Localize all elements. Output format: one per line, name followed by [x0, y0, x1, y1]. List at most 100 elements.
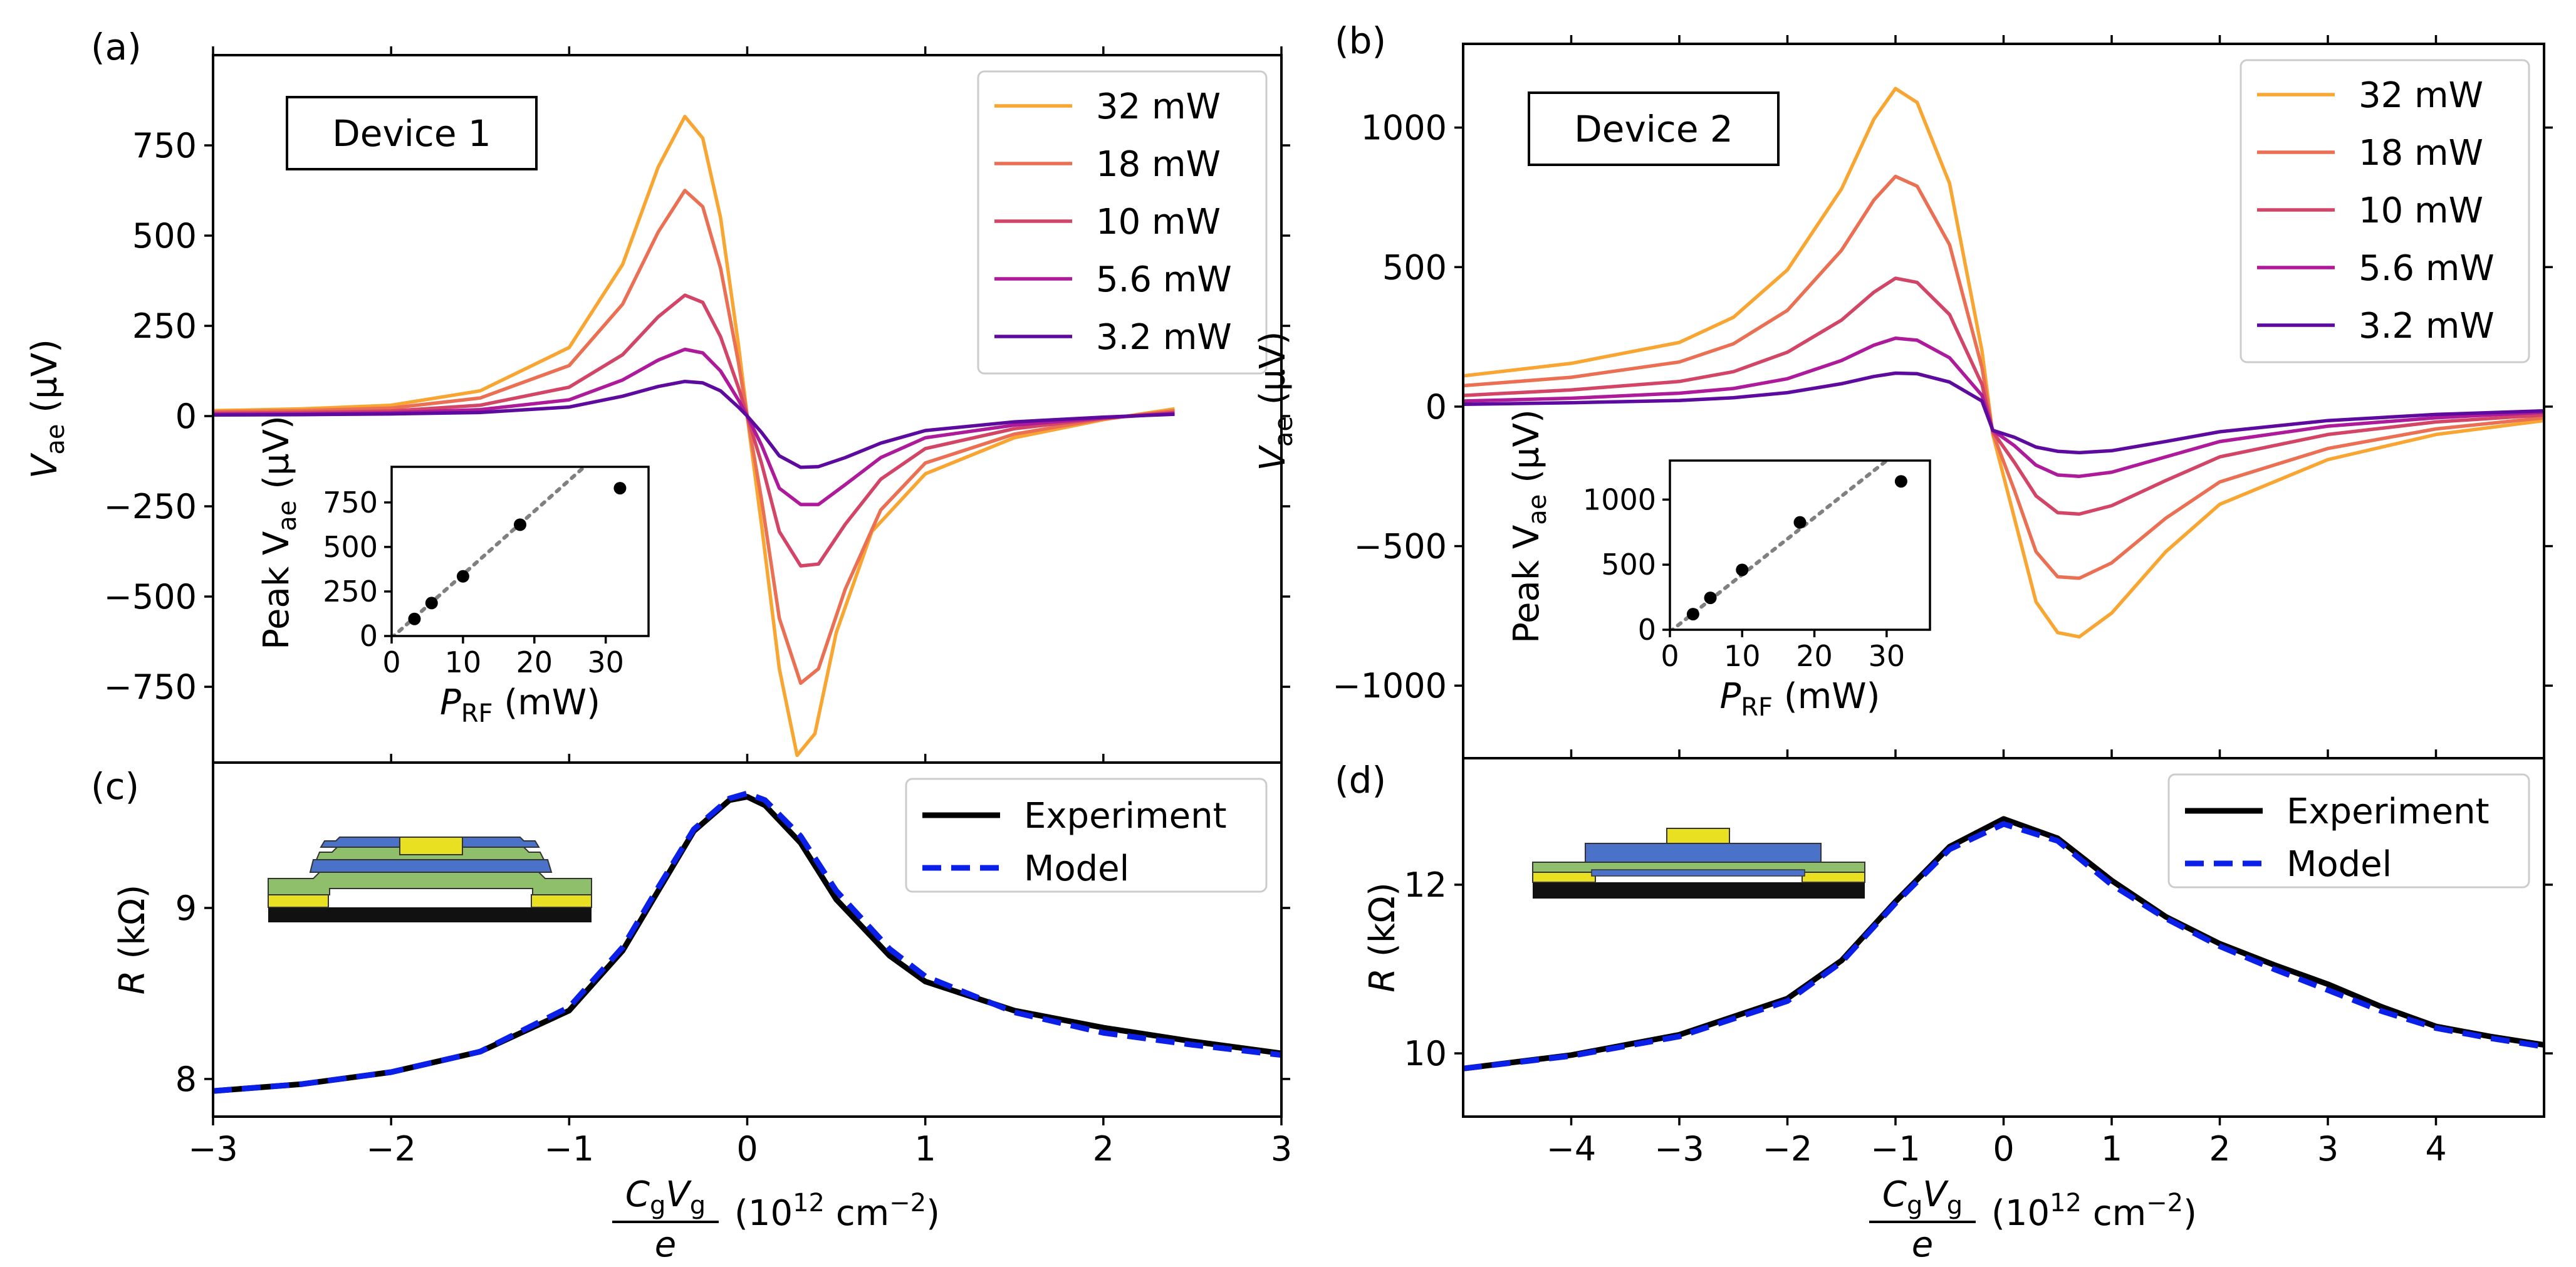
inset-frame — [390, 466, 650, 637]
y-tick-label: 1000 — [1361, 108, 1447, 148]
series-group — [1463, 816, 2544, 1071]
series-group — [213, 790, 1281, 1094]
inset-point — [1704, 592, 1717, 605]
x-tick-label: −2 — [1763, 1129, 1813, 1169]
y-axis-label: Vae (µV) — [24, 339, 70, 479]
x-tick-label: −1 — [545, 1129, 595, 1169]
legend: Experiment Model — [905, 778, 1268, 893]
inset-y-tick-label: 1000 — [1583, 482, 1656, 516]
y-tick-label: 12 — [1404, 865, 1447, 905]
inset-point — [1894, 475, 1907, 488]
inset-x-tick-label: 0 — [1661, 639, 1679, 673]
inset-point — [425, 597, 438, 610]
legend-box — [2240, 59, 2530, 363]
panel-a: −750 −500 −250 0 250 500 750 Vae (µV) 32 mW 18 mW… — [24, 46, 1290, 764]
x-tick-label: 3 — [1271, 1129, 1292, 1169]
inset-fit-line — [1670, 461, 1889, 630]
inset-y-tick-label: 500 — [323, 530, 378, 564]
legend-entry: Experiment — [1024, 796, 1227, 837]
legend-entry: 10 mW — [1096, 202, 1221, 242]
panel-label-a: (a) — [91, 26, 142, 68]
y-tick-label: −250 — [104, 487, 197, 526]
x-tick-label: 2 — [2209, 1129, 2230, 1169]
device-annotation-text: Device 2 — [1574, 108, 1733, 150]
inset-x-tick-label: 10 — [445, 645, 482, 679]
x-label-units: (1012 cm−2) — [1991, 1189, 2197, 1234]
series-line-model — [1463, 821, 2544, 1071]
legend-entry: 5.6 mW — [2359, 248, 2495, 289]
y-tick-label: 0 — [175, 397, 197, 436]
inset-y-tick-label: 500 — [1601, 548, 1656, 581]
x-tick-label: −3 — [1654, 1129, 1704, 1169]
legend-entry: 32 mW — [1096, 86, 1221, 127]
inset-y-tick-label: 0 — [1638, 613, 1656, 647]
x-tick-label: 1 — [2101, 1129, 2122, 1169]
plot-frame — [1462, 757, 2545, 1118]
inset-y-tick-label: 250 — [323, 575, 378, 608]
y-axis-label: R (kΩ) — [1362, 882, 1403, 993]
y-tick-label: 250 — [132, 306, 197, 346]
inset-frame — [1669, 459, 1931, 631]
legend-entry: 10 mW — [2359, 190, 2483, 231]
legend-entry: 18 mW — [2359, 133, 2483, 174]
inset-x-axis-label: PRF (mW) — [1719, 676, 1880, 722]
legend-entry: 5.6 mW — [1096, 259, 1232, 300]
inset-x-tick-label: 30 — [587, 645, 624, 679]
legend-box — [2167, 773, 2530, 889]
y-tick-label: −500 — [1354, 527, 1447, 566]
x-tick-label: 0 — [736, 1129, 758, 1169]
series-group — [213, 115, 1175, 758]
x-tick-label: 3 — [2317, 1129, 2339, 1169]
panel-c: 8 9 −3 −2 −1 0 1 2 3 R (kΩ) Experiment Model — [112, 754, 1292, 1169]
inset-point — [456, 570, 469, 583]
y-tick-label: 500 — [1382, 248, 1447, 287]
series-line-18 — [213, 189, 1175, 686]
inset-x-tick-label: 20 — [1796, 639, 1833, 673]
inset-x-tick-label: 30 — [1869, 639, 1906, 673]
series-line-5.6 — [213, 347, 1175, 506]
panel-label-c: (c) — [91, 765, 139, 808]
legend: 32 mW 18 mW 10 mW 5.6 mW 3.2 mW — [2240, 59, 2530, 363]
y-tick-label: −500 — [104, 577, 197, 617]
inset-y-axis-label: Peak Vae (µV) — [1506, 409, 1552, 644]
legend: Experiment Model — [2167, 773, 2530, 889]
x-tick-label: −3 — [188, 1129, 238, 1169]
inset-point — [514, 518, 526, 531]
inset: 0 10 20 30 0 500 1000 PRF (mW) Peak Vae (µV) — [1506, 409, 1931, 722]
legend-box — [977, 70, 1268, 375]
x-tick-label: −2 — [366, 1129, 416, 1169]
inset: 0 10 20 30 0 250 500 750 PRF (mW) Peak Vae (µV) — [256, 415, 650, 728]
x-label-numerator: CgVg — [1882, 1174, 1963, 1220]
series-group — [1463, 86, 2544, 639]
x-label-units: (1012 cm−2) — [734, 1189, 940, 1234]
x-label-denominator: e — [1912, 1224, 1933, 1265]
legend-entry: Experiment — [2287, 791, 2490, 832]
x-tick-label: −1 — [1870, 1129, 1921, 1169]
device-annotation-box — [286, 96, 538, 170]
legend: 32 mW 18 mW 10 mW 5.6 mW 3.2 mW — [977, 70, 1268, 375]
inset-point — [613, 482, 627, 495]
legend-entry: 3.2 mW — [2359, 306, 2495, 347]
inset-fit-line — [392, 467, 587, 636]
x-tick-label: 1 — [914, 1129, 936, 1169]
x-tick-label: 0 — [1993, 1129, 2014, 1169]
inset-point — [1736, 563, 1749, 576]
legend-entry: Model — [2287, 844, 2392, 885]
inset-x-axis-label: PRF (mW) — [440, 682, 600, 728]
y-tick-label: 8 — [175, 1060, 197, 1099]
y-axis-label: Vae (µV) — [1253, 331, 1298, 471]
series-line-model — [213, 790, 1281, 1094]
plot-frame — [212, 761, 1283, 1118]
inset-y-tick-label: 750 — [323, 486, 378, 519]
y-tick-label: 9 — [175, 889, 197, 928]
y-tick-label: 750 — [132, 126, 197, 165]
y-tick-label: −750 — [104, 667, 197, 707]
x-label-denominator: e — [655, 1224, 676, 1265]
x-tick-label: 2 — [1093, 1129, 1114, 1169]
inset-point — [1793, 516, 1807, 529]
device-schematic-1 — [268, 837, 592, 922]
